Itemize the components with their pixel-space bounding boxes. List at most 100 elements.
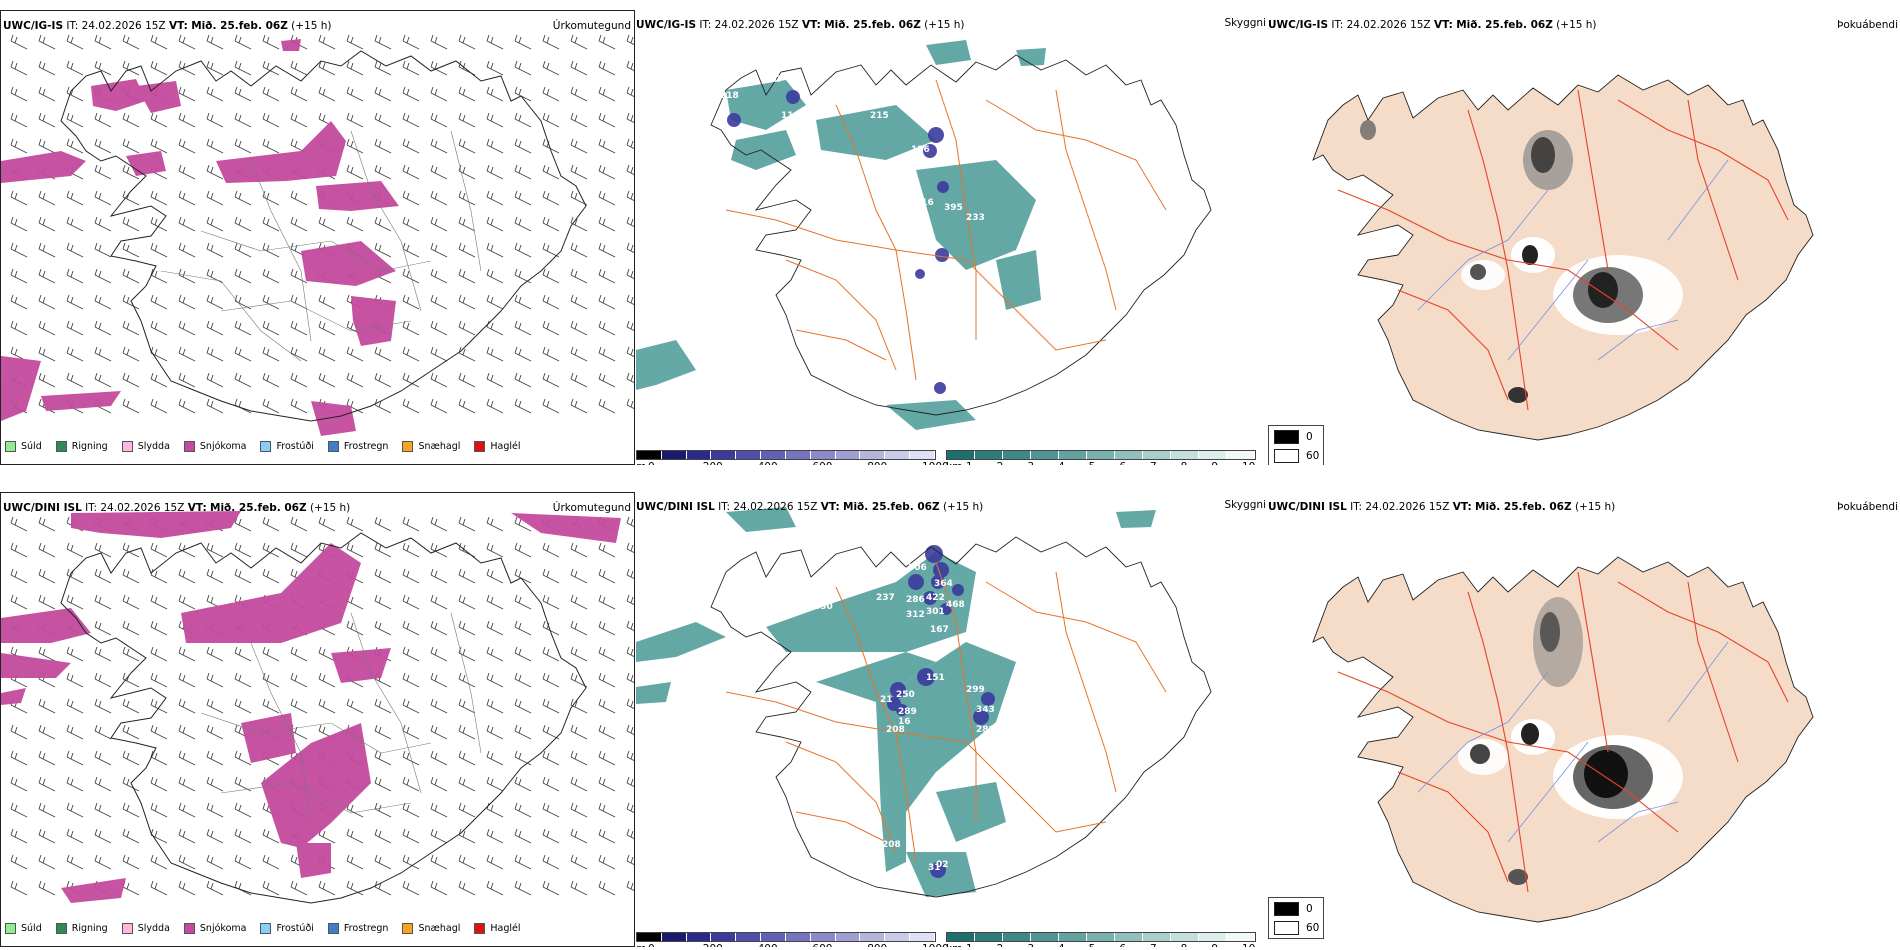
wind-barb (542, 646, 560, 662)
wind-barb (346, 112, 364, 128)
wind-barb (10, 802, 28, 818)
fog-legend-high-swatch (1274, 449, 1299, 463)
colorbar-cells (946, 932, 1256, 942)
wind-barb (262, 60, 280, 76)
wind-barb (122, 60, 140, 76)
wind-barb (486, 190, 504, 206)
panel-header: UWC/IG-IS IT: 24.02.2026 15Z VT: Mið. 25… (3, 20, 332, 33)
wind-barb (514, 268, 532, 284)
valid-time: Mið. 25.feb. 06Z (1456, 19, 1553, 31)
wind-barb (10, 854, 28, 870)
wind-barb (206, 112, 224, 128)
ceiling-label: 31 (928, 863, 941, 873)
iceland-land (1312, 74, 1814, 441)
wind-barb (430, 802, 448, 818)
wind-barb (10, 880, 28, 896)
wind-barb (486, 242, 504, 258)
wind-barb (206, 828, 224, 844)
wind-barb (626, 34, 634, 46)
wind-barb (346, 86, 364, 102)
wind-barb (10, 242, 28, 258)
colorbar-cell (637, 933, 662, 941)
wind-barb (94, 750, 112, 766)
wind-barb (94, 776, 112, 792)
wind-barb (262, 268, 280, 284)
fog-map (1312, 556, 1814, 923)
wind-barb (430, 112, 448, 128)
wind-barb (402, 776, 420, 792)
iceland-outline (710, 54, 1212, 416)
wind-barb (598, 828, 616, 844)
lead-time: (+15 h) (309, 502, 351, 514)
wind-barb (570, 750, 588, 766)
wind-barb (38, 138, 56, 154)
wind-barb (150, 398, 168, 414)
wind-barb (542, 190, 560, 206)
model-name: UWC/IG-IS (636, 19, 697, 31)
wind-barb (66, 242, 84, 258)
wind-barb (318, 698, 336, 714)
wind-barb (290, 646, 308, 662)
colorbar-cell (810, 933, 836, 941)
wind-barb (374, 568, 392, 584)
legend-item: Frostúði (260, 922, 314, 934)
valid-time: Mið. 25.feb. 06Z (824, 19, 921, 31)
wind-barb (38, 190, 56, 206)
wind-barb (486, 86, 504, 102)
wind-barb (150, 880, 168, 896)
colorbar-cell (1003, 933, 1031, 941)
wind-barb (206, 320, 224, 336)
legend-item: Rigning (55, 922, 108, 934)
wind-barb (206, 216, 224, 232)
wind-barb (178, 646, 196, 662)
ceiling-label: 395 (944, 203, 963, 213)
wind-barb (570, 242, 588, 258)
wind-barb (38, 542, 56, 558)
wind-barb (122, 776, 140, 792)
wind-barb (374, 164, 392, 180)
colorbar-tick: 1 (966, 461, 973, 465)
legend-label: Slydda (137, 440, 170, 452)
wind-barb (458, 620, 476, 636)
wind-barb (234, 112, 252, 128)
wind-barb (374, 372, 392, 388)
legend-label: Súld (21, 440, 42, 452)
precip-map (1, 511, 634, 904)
wind-barb (122, 880, 140, 896)
wind-barb (598, 294, 616, 310)
wind-barb (514, 646, 532, 662)
visibility-colorbar: km 1 2 3 4 5 6 7 8 9 10 (946, 932, 1256, 947)
wind-barb (66, 776, 84, 792)
fog-legend: 0 60 (1268, 897, 1324, 939)
wind-barb (10, 320, 28, 336)
wind-barb (262, 880, 280, 896)
wind-barb (542, 698, 560, 714)
wind-barb (430, 242, 448, 258)
wind-barb (514, 828, 532, 844)
colorbar-unit: m (636, 943, 646, 947)
legend-swatch (121, 922, 133, 934)
iceland-outline (60, 50, 587, 422)
wind-barb (402, 802, 420, 818)
wind-barb (206, 34, 224, 50)
legend-item: Súld (5, 440, 42, 452)
model-name: UWC/DINI ISL (3, 502, 82, 514)
wind-barb (570, 880, 588, 896)
wind-barb (178, 60, 196, 76)
fog-map (1312, 74, 1814, 441)
wind-barb (262, 698, 280, 714)
wind-barb (66, 372, 84, 388)
fog-shading (1458, 597, 1683, 885)
wind-barb (514, 750, 532, 766)
colorbar-tick: 0 (648, 461, 655, 465)
wind-barb (122, 34, 140, 50)
wind-barb (10, 86, 28, 102)
wind-barb (234, 542, 252, 558)
wind-barb (94, 620, 112, 636)
wind-barb (150, 672, 168, 688)
wind-barb (486, 294, 504, 310)
wind-barb (66, 138, 84, 154)
wind-barb (402, 854, 420, 870)
colorbar-cell (785, 451, 811, 459)
wind-barb (66, 646, 84, 662)
